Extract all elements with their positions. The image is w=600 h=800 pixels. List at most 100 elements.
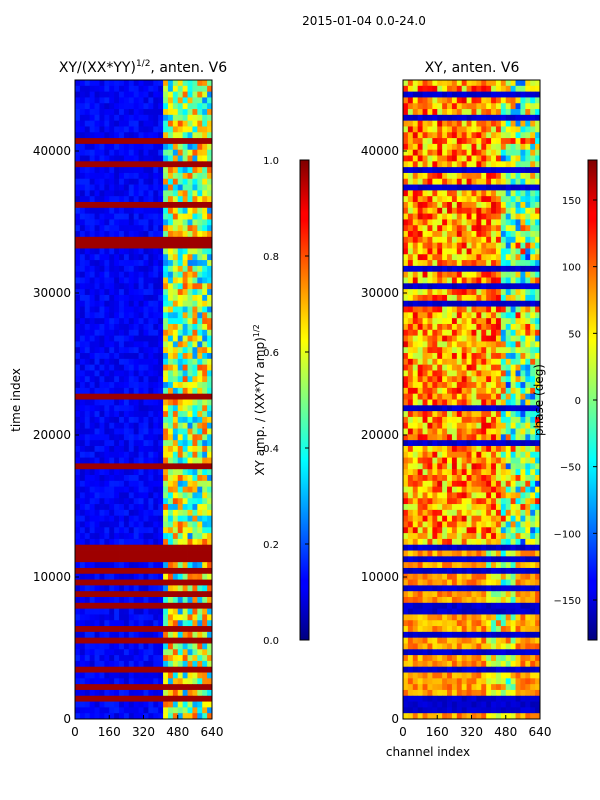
heatmap-cell bbox=[172, 538, 179, 546]
heatmap-cell bbox=[143, 405, 149, 412]
heatmap-cell bbox=[476, 440, 482, 447]
heatmap-cell bbox=[143, 684, 149, 691]
heatmap-cell bbox=[456, 149, 463, 156]
heatmap-cell bbox=[143, 265, 149, 273]
heatmap-cell bbox=[202, 190, 208, 197]
heatmap-cell bbox=[437, 143, 443, 151]
heatmap-cell bbox=[207, 649, 213, 656]
heatmap-cell bbox=[422, 178, 428, 185]
heatmap-cell bbox=[153, 504, 159, 511]
heatmap-cell bbox=[451, 184, 458, 191]
heatmap-cell bbox=[177, 358, 184, 366]
heatmap-cell bbox=[99, 97, 105, 104]
heatmap-cell bbox=[79, 155, 86, 162]
heatmap-cell bbox=[99, 120, 105, 127]
heatmap-cell bbox=[412, 382, 419, 389]
heatmap-cell bbox=[94, 271, 100, 278]
heatmap-cell bbox=[505, 405, 512, 412]
heatmap-cell bbox=[515, 260, 521, 267]
heatmap-cell bbox=[505, 132, 512, 139]
heatmap-cell bbox=[192, 527, 198, 534]
heatmap-cell bbox=[148, 213, 154, 220]
heatmap-cell bbox=[172, 80, 179, 87]
heatmap-cell bbox=[163, 341, 169, 348]
heatmap-cell bbox=[163, 271, 169, 278]
heatmap-cell bbox=[79, 445, 86, 453]
heatmap-cell bbox=[530, 161, 536, 168]
heatmap-cell bbox=[197, 370, 203, 377]
heatmap-cell bbox=[89, 143, 95, 151]
heatmap-cell bbox=[500, 120, 507, 127]
heatmap-cell bbox=[456, 283, 463, 290]
heatmap-cell bbox=[207, 643, 213, 650]
heatmap-cell bbox=[177, 475, 184, 482]
heatmap-cell bbox=[515, 143, 521, 151]
heatmap-cell bbox=[177, 347, 184, 354]
heatmap-cell bbox=[471, 85, 477, 93]
heatmap-cell bbox=[491, 387, 497, 395]
heatmap-cell bbox=[442, 422, 448, 429]
heatmap-cell bbox=[500, 335, 507, 342]
heatmap-cell bbox=[119, 167, 125, 174]
heatmap-cell bbox=[417, 405, 423, 412]
heatmap-cell bbox=[471, 80, 477, 87]
heatmap-cell bbox=[500, 254, 507, 261]
heatmap-cell bbox=[437, 323, 443, 331]
heatmap-cell bbox=[520, 161, 526, 168]
heatmap-cell bbox=[192, 544, 198, 551]
heatmap-cell bbox=[119, 109, 125, 116]
heatmap-cell bbox=[94, 660, 100, 668]
heatmap-cell bbox=[442, 213, 448, 220]
heatmap-cell bbox=[84, 416, 91, 424]
heatmap-cell bbox=[530, 184, 536, 191]
heatmap-cell bbox=[437, 411, 443, 418]
heatmap-cell bbox=[75, 364, 81, 371]
heatmap-cell bbox=[84, 370, 91, 377]
heatmap-cell bbox=[437, 265, 443, 273]
heatmap-cell bbox=[128, 219, 135, 226]
heatmap-cell bbox=[138, 614, 144, 621]
heatmap-cell bbox=[427, 416, 433, 424]
heatmap-cell bbox=[535, 190, 541, 197]
heatmap-cell bbox=[491, 167, 497, 174]
heatmap-cell bbox=[109, 318, 115, 325]
heatmap-cell bbox=[148, 504, 154, 511]
heatmap-cell bbox=[158, 341, 164, 348]
heatmap-cell bbox=[99, 608, 105, 615]
heatmap-cell bbox=[158, 387, 164, 395]
heatmap-cell bbox=[148, 544, 154, 551]
heatmap-cell bbox=[197, 509, 203, 517]
heatmap-cell bbox=[515, 445, 521, 453]
heatmap-cell bbox=[84, 201, 91, 209]
heatmap-cell bbox=[138, 323, 144, 331]
heatmap-cell bbox=[500, 376, 507, 383]
heatmap-cell bbox=[520, 277, 526, 284]
heatmap-cell bbox=[182, 178, 188, 185]
heatmap-cell bbox=[177, 538, 184, 546]
heatmap-cell bbox=[128, 91, 135, 98]
heatmap-cell bbox=[75, 504, 81, 511]
heatmap-cell bbox=[114, 684, 120, 691]
heatmap-cell bbox=[128, 544, 135, 551]
heatmap-cell bbox=[89, 341, 95, 348]
heatmap-cell bbox=[442, 451, 448, 458]
heatmap-cell bbox=[471, 225, 477, 232]
heatmap-cell bbox=[192, 306, 198, 313]
heatmap-cell bbox=[114, 126, 120, 133]
heatmap-cell bbox=[495, 434, 502, 441]
heatmap-cell bbox=[158, 538, 164, 546]
heatmap-cell bbox=[114, 207, 120, 215]
heatmap-cell bbox=[182, 143, 188, 151]
heatmap-cell bbox=[481, 382, 487, 389]
heatmap-cell bbox=[510, 370, 516, 377]
heatmap-cell bbox=[177, 602, 184, 610]
heatmap-cell bbox=[75, 149, 81, 156]
heatmap-cell bbox=[417, 225, 423, 232]
heatmap-cell bbox=[432, 387, 438, 395]
heatmap-cell bbox=[466, 265, 472, 273]
heatmap-cell bbox=[500, 236, 507, 244]
heatmap-cell bbox=[412, 393, 419, 400]
heatmap-cell bbox=[167, 533, 174, 540]
heatmap-cell bbox=[104, 643, 110, 650]
heatmap-cell bbox=[94, 475, 100, 482]
